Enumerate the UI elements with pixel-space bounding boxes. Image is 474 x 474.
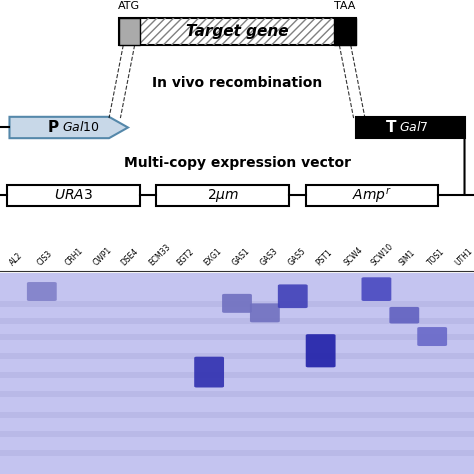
Polygon shape [9, 117, 128, 138]
FancyBboxPatch shape [0, 450, 474, 456]
Text: $\it{Gal10}$: $\it{Gal10}$ [62, 120, 100, 135]
Text: $\mathbf{P}$: $\mathbf{P}$ [47, 119, 59, 136]
FancyBboxPatch shape [250, 303, 280, 322]
FancyBboxPatch shape [334, 18, 356, 45]
Text: AL2: AL2 [8, 251, 24, 268]
Text: $\it{2μm}$: $\it{2μm}$ [207, 187, 239, 204]
Text: $\mathbf{T}$: $\mathbf{T}$ [384, 119, 397, 136]
FancyBboxPatch shape [389, 307, 419, 323]
FancyBboxPatch shape [306, 334, 336, 367]
FancyBboxPatch shape [0, 273, 474, 474]
Text: EGT2: EGT2 [175, 247, 195, 268]
FancyBboxPatch shape [0, 391, 474, 397]
Text: CRH1: CRH1 [64, 246, 85, 268]
FancyBboxPatch shape [356, 117, 465, 138]
FancyBboxPatch shape [0, 412, 474, 419]
FancyBboxPatch shape [278, 284, 308, 308]
FancyBboxPatch shape [0, 334, 474, 340]
FancyBboxPatch shape [417, 327, 447, 346]
FancyBboxPatch shape [0, 353, 474, 359]
Text: Multi-copy expression vector: Multi-copy expression vector [124, 156, 350, 170]
Text: ECM33: ECM33 [147, 243, 172, 268]
Text: GAS5: GAS5 [286, 247, 308, 268]
Text: ATG: ATG [118, 1, 140, 11]
Text: CWP1: CWP1 [91, 246, 113, 268]
Text: EXG1: EXG1 [203, 247, 224, 268]
FancyBboxPatch shape [0, 372, 474, 378]
FancyBboxPatch shape [306, 185, 438, 206]
Text: In vivo recombination: In vivo recombination [152, 76, 322, 90]
Text: $\it{Amp^r}$: $\it{Amp^r}$ [352, 186, 392, 205]
FancyBboxPatch shape [118, 18, 356, 45]
FancyBboxPatch shape [0, 431, 474, 437]
FancyBboxPatch shape [194, 357, 224, 388]
FancyBboxPatch shape [156, 185, 289, 206]
Text: SCW10: SCW10 [370, 242, 396, 268]
FancyBboxPatch shape [7, 185, 140, 206]
FancyBboxPatch shape [362, 277, 392, 301]
Text: DSE4: DSE4 [119, 247, 140, 268]
Text: TOS1: TOS1 [426, 247, 447, 268]
FancyBboxPatch shape [0, 301, 474, 307]
FancyBboxPatch shape [118, 18, 140, 45]
FancyBboxPatch shape [27, 282, 57, 301]
Text: $\it{URA3}$: $\it{URA3}$ [54, 188, 93, 202]
Text: SIM1: SIM1 [398, 248, 417, 268]
Text: UTH1: UTH1 [454, 247, 474, 268]
Text: GAS3: GAS3 [258, 247, 280, 268]
Text: Target gene: Target gene [186, 24, 288, 39]
Text: CIS3: CIS3 [36, 249, 54, 268]
Text: PST1: PST1 [314, 248, 334, 268]
Text: TAA: TAA [334, 1, 356, 11]
Text: GAS1: GAS1 [231, 247, 252, 268]
Text: $\it{Gal7}$: $\it{Gal7}$ [399, 120, 429, 135]
Text: SCW4: SCW4 [342, 246, 365, 268]
FancyBboxPatch shape [0, 318, 474, 323]
FancyBboxPatch shape [222, 294, 252, 313]
